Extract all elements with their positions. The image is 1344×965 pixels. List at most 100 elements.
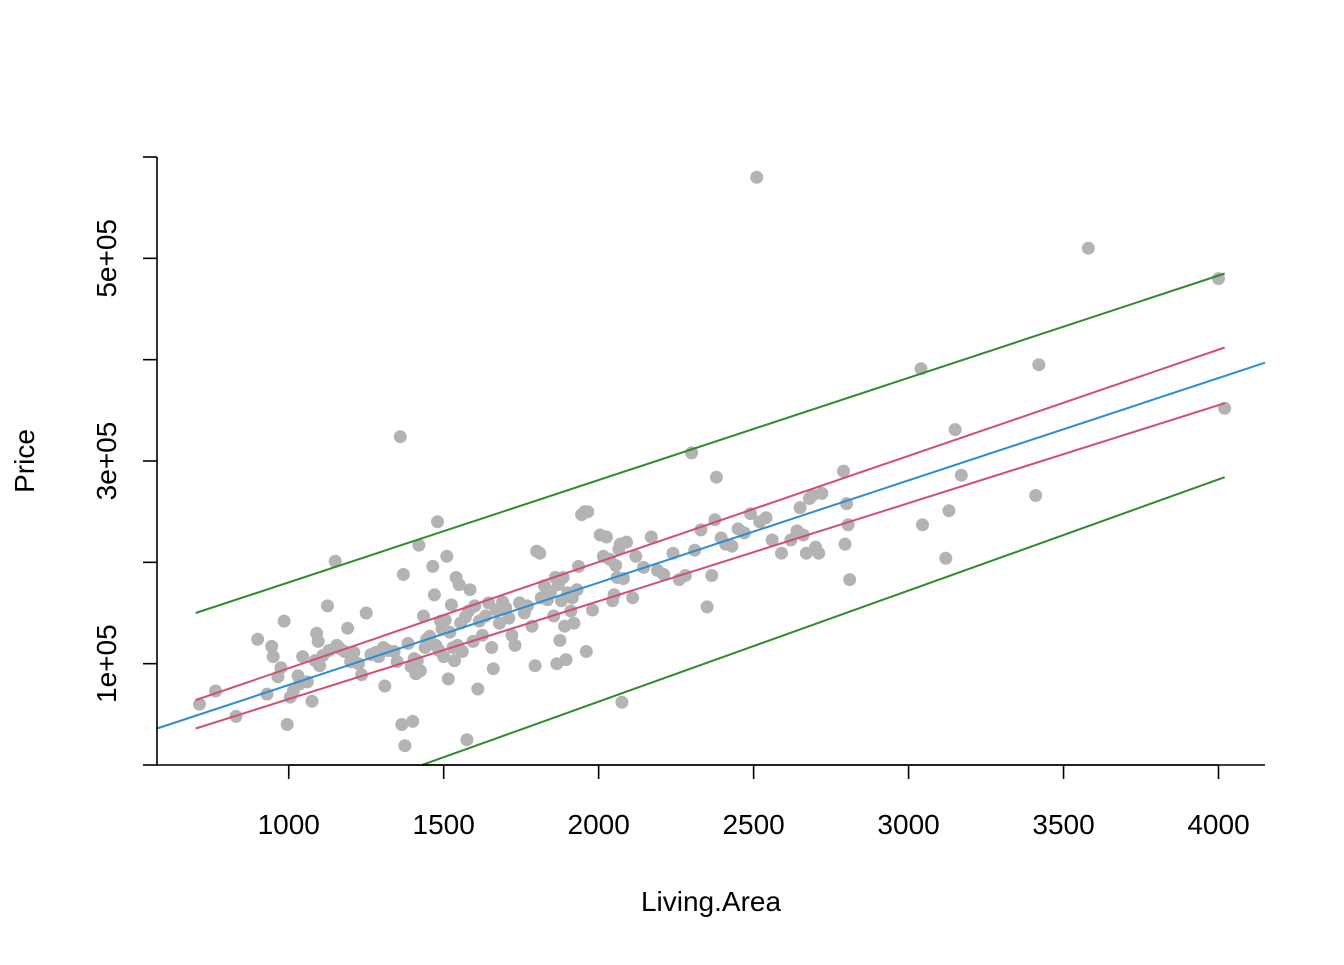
data-point [460, 733, 474, 747]
data-point [793, 501, 807, 515]
data-point [775, 546, 788, 560]
data-point [305, 694, 319, 708]
data-point [759, 511, 773, 525]
data-point [431, 515, 444, 529]
confidence-band-upper [195, 346, 1226, 702]
data-point [452, 578, 466, 592]
x-tick-label: 3000 [877, 809, 939, 840]
data-point [626, 591, 640, 605]
data-point [799, 546, 813, 560]
y-tick-label: 5e+05 [91, 219, 122, 298]
data-point [455, 645, 469, 658]
data-point [277, 614, 291, 628]
data-point [579, 645, 593, 658]
data-point [564, 604, 578, 618]
data-point [954, 468, 968, 482]
data-point [347, 646, 361, 659]
data-point [629, 549, 643, 563]
data-point [709, 470, 723, 484]
confidence-band-lower [195, 402, 1226, 730]
x-tick-label: 2000 [568, 809, 630, 840]
data-point [838, 537, 852, 551]
data-point [837, 464, 850, 478]
data-point [378, 679, 392, 693]
data-point [1032, 358, 1046, 372]
x-tick-label: 3500 [1032, 809, 1094, 840]
data-point [567, 616, 581, 630]
y-axis: 1e+05 3e+05 5e+05 [91, 156, 157, 766]
prediction-band-lower [421, 476, 1226, 766]
data-point [502, 611, 516, 625]
data-point [916, 518, 929, 532]
data-point [942, 504, 956, 518]
data-point [657, 568, 671, 581]
data-point [765, 533, 779, 547]
data-point [485, 641, 499, 654]
data-point [395, 718, 409, 731]
plot-area [156, 170, 1266, 766]
data-point [620, 535, 633, 549]
data-point [599, 530, 613, 544]
x-tick-label: 1000 [258, 809, 320, 840]
data-point [556, 571, 570, 584]
y-axis-title: Price [9, 429, 40, 493]
data-point [750, 170, 764, 184]
x-tick-label: 1500 [413, 809, 475, 840]
data-point [426, 559, 440, 573]
data-point [486, 662, 500, 676]
data-point [705, 569, 719, 582]
data-point [321, 599, 334, 613]
data-point [812, 546, 826, 560]
data-point [251, 632, 265, 646]
data-point [441, 672, 455, 686]
data-point [296, 650, 310, 664]
x-axis: 1000 1500 2000 2500 3000 3500 4000 [258, 764, 1250, 840]
data-point [700, 600, 714, 614]
data-point [266, 650, 280, 664]
x-tick-label: 4000 [1187, 809, 1249, 840]
data-point [499, 601, 513, 615]
data-point [939, 551, 953, 565]
data-point [528, 659, 542, 673]
data-point [533, 546, 547, 560]
data-point [413, 664, 427, 678]
data-point [440, 549, 454, 563]
points-layer [193, 170, 1232, 753]
data-point [359, 606, 373, 620]
data-point [644, 530, 658, 544]
data-point [398, 739, 412, 753]
data-point [948, 423, 962, 437]
data-point [586, 603, 599, 617]
data-point [313, 659, 327, 673]
regression-fit-line [156, 361, 1266, 730]
data-point [412, 538, 426, 552]
data-point [559, 653, 573, 667]
data-point [265, 639, 279, 653]
data-point [463, 583, 477, 597]
data-point [508, 638, 522, 652]
data-point [581, 505, 595, 519]
data-point [393, 430, 407, 444]
data-point [815, 486, 829, 500]
x-tick-label: 2500 [722, 809, 784, 840]
data-point [280, 718, 294, 731]
data-point [427, 588, 441, 602]
data-point [437, 650, 451, 664]
data-point [438, 613, 452, 627]
data-point [471, 682, 485, 696]
data-point [444, 598, 458, 612]
x-axis-title: Living.Area [641, 886, 782, 917]
data-point [1029, 489, 1043, 502]
data-point [406, 714, 420, 728]
data-point [609, 558, 623, 572]
data-point [341, 621, 355, 635]
data-point [553, 633, 567, 647]
data-point [505, 628, 519, 642]
data-point [448, 654, 461, 668]
data-point [328, 554, 342, 568]
data-point [417, 609, 430, 623]
data-point [1081, 241, 1095, 255]
lines-layer [156, 272, 1266, 766]
data-point [396, 568, 410, 581]
